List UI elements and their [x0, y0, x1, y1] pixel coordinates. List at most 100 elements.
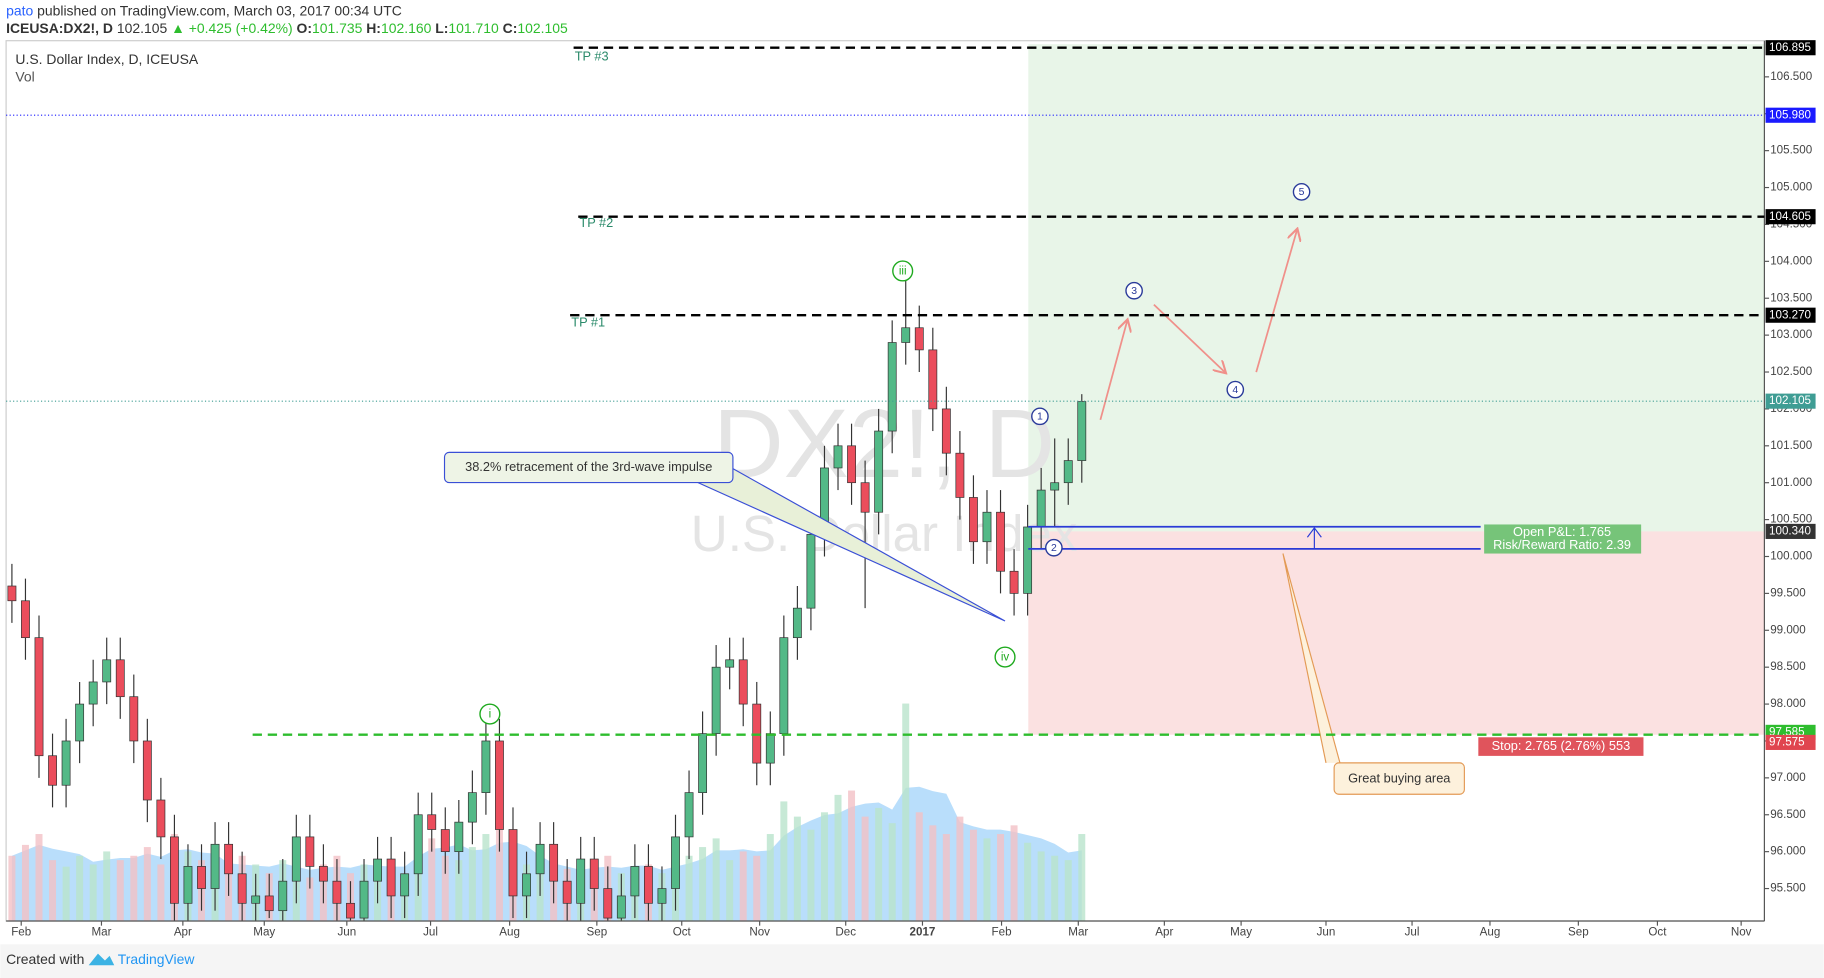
candle-body	[427, 814, 437, 830]
candle-body	[765, 733, 775, 764]
volume-bar	[8, 855, 16, 922]
y-tick-label: 95.500	[1770, 882, 1806, 895]
stop-label: Stop: 2.765 (2.76%) 553	[1492, 738, 1631, 753]
candle-body	[237, 873, 247, 904]
footer-bar	[0, 944, 1824, 978]
volume-bar	[699, 847, 707, 922]
candle-body	[860, 482, 870, 513]
wave-circle	[1045, 538, 1063, 557]
y-tick-label: 102.500	[1770, 365, 1812, 378]
volume-bar	[1024, 842, 1032, 922]
volume-bar	[441, 855, 449, 922]
watermark: DX2!, D	[713, 389, 1055, 498]
candle-body	[874, 430, 884, 513]
x-tick-label: Oct	[673, 926, 692, 939]
watermark: U.S. Dollar Index	[691, 505, 1078, 562]
candle-body	[928, 349, 938, 410]
candle-body	[1036, 489, 1046, 528]
y-tick-label: 96.000	[1770, 845, 1806, 858]
volume-bar	[820, 812, 828, 922]
callout-text: Great buying area	[1348, 771, 1451, 786]
callout	[443, 451, 734, 484]
volume-bar	[1010, 825, 1018, 922]
symbol: ICEUSA:DX2!, D	[6, 20, 113, 36]
candle-body	[955, 452, 965, 498]
x-tick-label: Apr	[174, 926, 192, 939]
price-label: 103.270	[1769, 308, 1811, 321]
volume-bar	[468, 847, 476, 922]
candle-body	[589, 858, 599, 889]
x-tick-label: Feb	[11, 926, 31, 939]
value: 102.160	[381, 20, 432, 36]
y-tick-label: 105.500	[1770, 144, 1812, 157]
volume-bar	[739, 851, 747, 922]
value: 102.105	[517, 20, 568, 36]
candle-body	[996, 511, 1005, 572]
candle-body	[386, 858, 396, 897]
price-label-box	[1765, 209, 1816, 225]
candle-body	[630, 866, 640, 897]
x-tick-label: 2017	[910, 926, 936, 939]
y-tick-label: 101.000	[1770, 476, 1812, 489]
risk-reward: Risk/Reward Ratio: 2.39	[1493, 537, 1631, 552]
candle-body	[549, 843, 559, 882]
y-tick-label: 99.000	[1770, 623, 1806, 636]
price-label-box	[1765, 107, 1816, 123]
candle-body	[1023, 526, 1033, 594]
y-tick-label: 99.500	[1770, 586, 1806, 599]
callout-tail	[1282, 553, 1341, 764]
brand: TradingView	[118, 951, 196, 967]
candle-body	[413, 814, 423, 875]
candle-body	[738, 659, 748, 705]
candle-body	[779, 637, 789, 734]
candle-body	[346, 902, 355, 919]
series-layer	[7, 276, 1087, 922]
candle-body	[535, 843, 545, 875]
callout-tail	[697, 468, 1006, 622]
candle-body	[102, 659, 112, 683]
candle-body	[616, 895, 626, 919]
candle-body	[197, 866, 206, 889]
volume-bar	[130, 855, 138, 922]
x-tick-label: Mar	[91, 926, 111, 939]
x-tick-label: Aug	[499, 926, 520, 939]
wave-label: 3	[1131, 286, 1137, 297]
candle-body	[21, 600, 30, 639]
candle-body	[88, 681, 98, 705]
price-label-box	[1765, 734, 1816, 750]
candle-body	[522, 873, 531, 897]
candle-body	[183, 866, 193, 904]
candle-body	[467, 792, 477, 823]
candle-body	[142, 740, 152, 801]
arrow	[1099, 321, 1127, 421]
x-tick-label: Aug	[1480, 926, 1501, 939]
x-tick-label: May	[253, 926, 275, 939]
y-tick-label: 101.500	[1770, 439, 1812, 452]
x-tick-label: Jul	[423, 926, 438, 939]
plot-area	[5, 40, 1765, 922]
volume-bar	[428, 838, 436, 922]
symbol-bar: ICEUSA:DX2!, D 102.105 ▲ +0.425 (+0.42%)…	[6, 20, 568, 36]
y-tick-label: 96.500	[1770, 808, 1806, 821]
candle-body	[156, 799, 166, 838]
x-tick-label: May	[1230, 926, 1252, 939]
label: C:	[503, 20, 518, 36]
wave-circle	[479, 703, 501, 725]
logo	[88, 953, 115, 966]
candle-body	[210, 843, 220, 889]
candle-body	[969, 497, 978, 543]
y-tick-label: 100.000	[1770, 550, 1812, 563]
position-layer	[1028, 44, 1765, 735]
y-tick-label: 97.000	[1770, 771, 1806, 784]
candle-body	[359, 880, 369, 919]
published: published on TradingView.com, March 03, …	[37, 2, 402, 18]
volume-bar	[76, 855, 84, 922]
volume-bar	[983, 838, 991, 922]
candle-body	[48, 755, 57, 786]
volume-bar	[834, 794, 842, 922]
wave-circle	[1031, 407, 1049, 426]
arrow	[1255, 230, 1297, 373]
value: 101.710	[448, 20, 499, 36]
price-line-name: TP #2	[579, 215, 613, 230]
